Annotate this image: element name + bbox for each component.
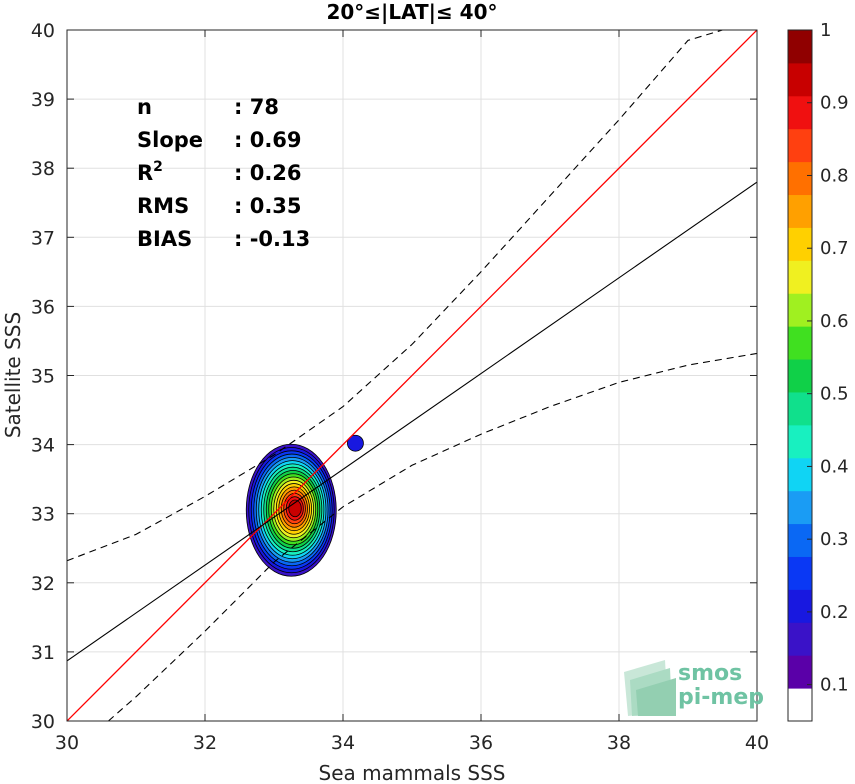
smos-pimep-logo: smos pi-mep [624,660,764,716]
colorbar-tick-label: 0.5 [820,384,849,405]
colorbar-tick-label: 0.6 [820,311,849,332]
y-tick-label: 36 [31,296,55,318]
colorbar: 0.1 0.2 0.3 0.4 0.5 0.6 0.7 0.8 0.9 1 [787,20,849,722]
colorbar-segment [788,589,812,623]
y-tick-label: 32 [31,573,55,595]
stat-superscript: 2 [153,159,163,175]
x-axis-label: Sea mammals SSS [319,761,506,784]
colorbar-segment [788,161,812,196]
grid [67,30,757,721]
fit-lines [67,30,757,721]
y-tick-label: 35 [31,366,55,388]
colorbar-tick-label: 0.8 [820,165,849,186]
colorbar-tick-label: 0.4 [820,456,849,477]
colorbar-segment [788,194,812,228]
x-tick-label: 32 [193,732,217,754]
stat-label: Slope [137,128,203,152]
colorbar-segment [788,95,812,130]
colorbar-segment [788,457,812,492]
density-contours [245,434,364,577]
colorbar-segment [788,62,812,97]
x-tick-label: 40 [745,732,769,754]
regression-line [67,181,757,662]
y-axis-label: Satellite SSS [1,312,25,438]
y-tick-label: 33 [31,504,55,526]
colorbar-segment [788,227,812,261]
stats-box: n : 78 Slope : 0.69 R2 : 0.26 RMS : 0.35 BIAS : -… [137,95,310,251]
stat-value: : 78 [234,95,279,119]
colorbar-segment [788,359,812,393]
colorbar-segment [788,424,812,459]
y-tick-label: 39 [31,89,55,111]
y-tick-label: 31 [31,642,55,664]
stat-value: : 0.35 [234,194,302,218]
colorbar-tick-label: 1 [820,20,831,41]
colorbar-segment [788,326,812,360]
colorbar-segment [788,260,812,294]
colorbar-segment [788,523,812,557]
colorbar-segment [788,622,812,656]
logo-text-line2: pi-mep [678,685,764,710]
stat-value: : 0.69 [234,128,302,152]
y-axis: 30 31 32 33 34 35 36 37 38 39 40 [31,20,757,733]
stat-label: R2 [137,159,163,185]
colorbar-segment [788,293,812,327]
colorbar-segment [788,490,812,525]
colorbar-segment [788,128,812,163]
identity-line [67,30,757,721]
stat-label: RMS [137,194,189,218]
colorbar-segment [788,655,812,689]
colorbar-tick-label: 0.1 [820,675,849,696]
colorbar-segment [788,391,812,426]
stat-label: BIAS [137,227,192,251]
stat-value: : 0.26 [234,161,302,185]
colorbar-tick-label: 0.7 [820,238,849,259]
confidence-upper-line [67,30,723,562]
y-tick-label: 37 [31,227,55,249]
x-tick-label: 34 [331,732,355,754]
colorbar-tick-label: 0.9 [820,93,849,114]
colorbar-segment [788,688,812,722]
x-tick-label: 38 [607,732,631,754]
colorbar-tick-label: 0.2 [820,602,849,623]
colorbar-frame [787,29,813,722]
confidence-lower-line [108,352,757,721]
secondary-density-blob [347,434,364,452]
colorbar-tick-label: 0.3 [820,529,849,550]
x-axis: 30 32 34 36 38 40 [55,30,769,754]
x-tick-label: 30 [55,732,79,754]
stat-label: n [137,95,152,119]
logo-wave-icon [624,660,676,716]
y-tick-label: 38 [31,158,55,180]
y-tick-label: 30 [31,711,55,733]
stat-value: : -0.13 [234,227,310,251]
y-tick-label: 34 [31,435,55,457]
colorbar-segment [788,30,812,64]
y-tick-label: 40 [31,20,55,42]
chart-title: 20°≤|LAT|≤ 40° [326,0,497,24]
colorbar-segment [788,556,812,590]
x-tick-label: 36 [469,732,493,754]
logo-text-line1: smos [678,661,742,686]
